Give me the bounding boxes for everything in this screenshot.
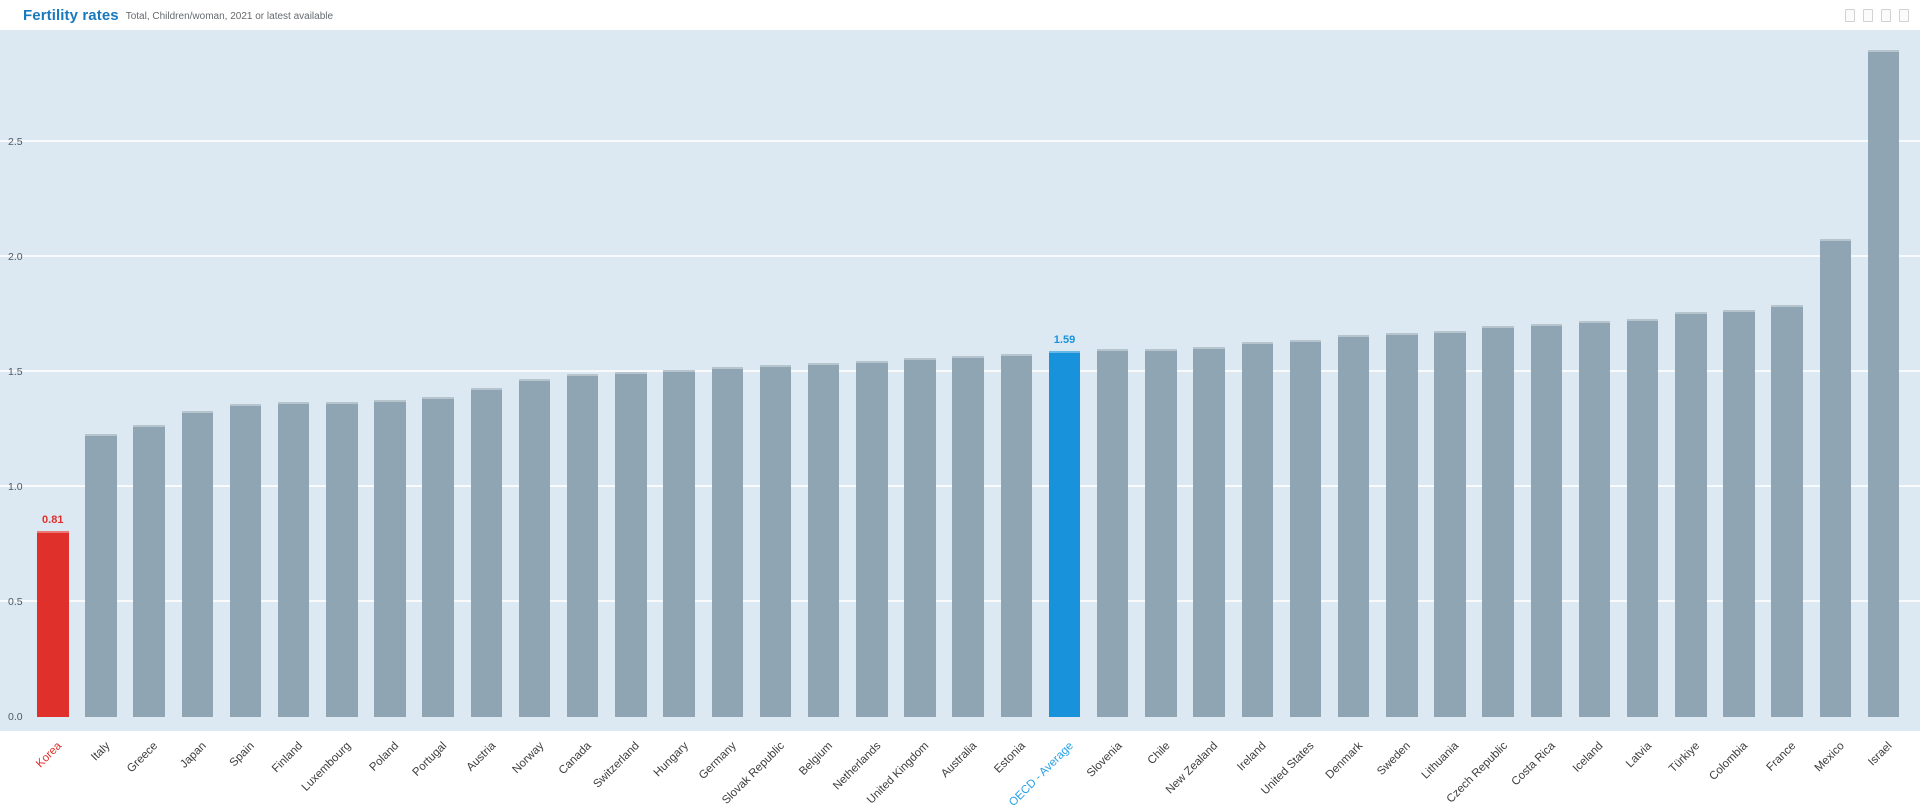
bar-estonia[interactable] <box>1000 353 1033 717</box>
x-label-slovenia[interactable]: Slovenia <box>1084 740 1125 780</box>
bar-mexico[interactable] <box>1819 238 1852 717</box>
x-label-spain[interactable]: Spain <box>227 740 257 770</box>
x-label-colombia[interactable]: Colombia <box>1707 740 1751 783</box>
bar-lithuania[interactable] <box>1434 330 1466 717</box>
bar-slovenia[interactable] <box>1096 349 1129 717</box>
bar-netherlands[interactable] <box>856 360 888 717</box>
bar-france[interactable] <box>1771 305 1803 717</box>
bar-colombia[interactable] <box>1723 309 1755 717</box>
x-label-australia[interactable]: Australia <box>939 740 980 781</box>
bar-slovak-republic[interactable] <box>759 365 792 717</box>
x-label-greece[interactable]: Greece <box>125 740 161 776</box>
bar-japan[interactable] <box>181 411 214 717</box>
bar-norway[interactable] <box>518 378 551 717</box>
chart-subtitle: Total, Children/woman, 2021 or latest av… <box>125 10 334 22</box>
x-label-canada[interactable]: Canada <box>557 740 595 777</box>
value-label-oecd-average: 1.59 <box>1053 334 1076 347</box>
bar-ireland[interactable] <box>1241 342 1273 717</box>
x-label-italy[interactable]: Italy <box>89 740 113 764</box>
bar-portugal[interactable] <box>422 397 454 717</box>
x-label-austria[interactable]: Austria <box>464 740 498 774</box>
bar-korea[interactable] <box>37 530 69 717</box>
bar-oecd-average[interactable] <box>1048 351 1081 717</box>
x-label-costa-rica[interactable]: Costa Rica <box>1509 740 1558 789</box>
bar-hungary[interactable] <box>663 369 695 717</box>
bar-canada[interactable] <box>566 374 599 717</box>
bar-spain[interactable] <box>229 404 262 717</box>
bar-costa-rica[interactable] <box>1530 323 1563 717</box>
gridline-2.5 <box>0 140 1920 142</box>
bar-iceland[interactable] <box>1578 321 1611 717</box>
bar-switzerland[interactable] <box>615 372 647 717</box>
placeholder-box-icon-2[interactable] <box>1863 9 1873 22</box>
x-label-france[interactable]: France <box>1764 740 1799 774</box>
bar-belgium[interactable] <box>807 362 840 717</box>
x-label-mexico[interactable]: Mexico <box>1812 740 1847 775</box>
y-tick-label-2.0: 2.0 <box>8 251 23 263</box>
x-label-denmark[interactable]: Denmark <box>1323 740 1366 782</box>
bar-chile[interactable] <box>1145 349 1177 717</box>
placeholder-box-icon-3[interactable] <box>1881 9 1891 22</box>
plot-area: 0.0 0.5 1.0 1.5 2.0 2.5 0.81 1.59 <box>0 30 1920 731</box>
gridline-2.0 <box>0 255 1920 257</box>
bar-turkiye[interactable] <box>1675 312 1707 717</box>
bar-luxembourg[interactable] <box>326 401 358 717</box>
bar-finland[interactable] <box>277 401 310 717</box>
x-label-ireland[interactable]: Ireland <box>1235 740 1269 774</box>
x-label-hungary[interactable]: Hungary <box>651 740 691 780</box>
y-tick-label-2.5: 2.5 <box>8 136 23 148</box>
x-label-lithuania[interactable]: Lithuania <box>1419 740 1462 782</box>
x-label-estonia[interactable]: Estonia <box>992 740 1028 776</box>
x-label-netherlands[interactable]: Netherlands <box>830 740 884 793</box>
bar-germany[interactable] <box>711 367 744 717</box>
x-label-finland[interactable]: Finland <box>269 740 306 776</box>
x-label-latvia[interactable]: Latvia <box>1624 740 1655 771</box>
bar-latvia[interactable] <box>1626 319 1659 717</box>
value-label-korea: 0.81 <box>42 513 64 526</box>
chart-title: Fertility rates <box>23 6 119 24</box>
bar-poland[interactable] <box>374 399 406 717</box>
x-label-sweden[interactable]: Sweden <box>1375 740 1414 778</box>
x-label-switzerland[interactable]: Switzerland <box>591 740 643 791</box>
y-tick-label-0.5: 0.5 <box>8 596 23 608</box>
x-label-portugal[interactable]: Portugal <box>410 740 450 779</box>
x-label-israel[interactable]: Israel <box>1866 740 1896 769</box>
y-tick-label-1.5: 1.5 <box>8 366 23 378</box>
x-label-chile[interactable]: Chile <box>1145 740 1173 768</box>
bar-israel[interactable] <box>1867 50 1900 717</box>
placeholder-box-icon-1[interactable] <box>1845 9 1855 22</box>
x-label-germany[interactable]: Germany <box>696 740 739 782</box>
x-label-japan[interactable]: Japan <box>178 740 209 771</box>
x-label-korea[interactable]: Korea <box>34 740 65 771</box>
bar-united-kingdom[interactable] <box>904 358 936 717</box>
x-label-luxembourg[interactable]: Luxembourg <box>299 740 354 794</box>
bar-united-states[interactable] <box>1289 339 1322 717</box>
x-label-poland[interactable]: Poland <box>367 740 402 774</box>
x-axis-labels: Korea Italy Greece Japan Spain Finland Luxembo… <box>0 731 1920 810</box>
placeholder-box-icon-4[interactable] <box>1899 9 1909 22</box>
bar-denmark[interactable] <box>1337 335 1370 717</box>
bar-sweden[interactable] <box>1386 332 1418 717</box>
bar-new-zealand[interactable] <box>1193 346 1225 717</box>
bar-austria[interactable] <box>470 388 503 717</box>
x-label-turkiye[interactable]: Türkiye <box>1667 740 1703 776</box>
chart-header: Fertility rates Total, Children/woman, 2… <box>0 0 1920 30</box>
bar-italy[interactable] <box>85 434 117 717</box>
bar-czech-republic[interactable] <box>1482 326 1514 717</box>
chart-toolbar <box>1845 9 1909 22</box>
y-tick-label-0.0: 0.0 <box>8 711 23 723</box>
bar-australia[interactable] <box>952 355 984 717</box>
x-label-norway[interactable]: Norway <box>509 740 547 777</box>
bar-greece[interactable] <box>133 424 165 717</box>
y-tick-label-1.0: 1.0 <box>8 481 23 493</box>
x-label-belgium[interactable]: Belgium <box>797 740 836 778</box>
x-label-iceland[interactable]: Iceland <box>1571 740 1607 775</box>
